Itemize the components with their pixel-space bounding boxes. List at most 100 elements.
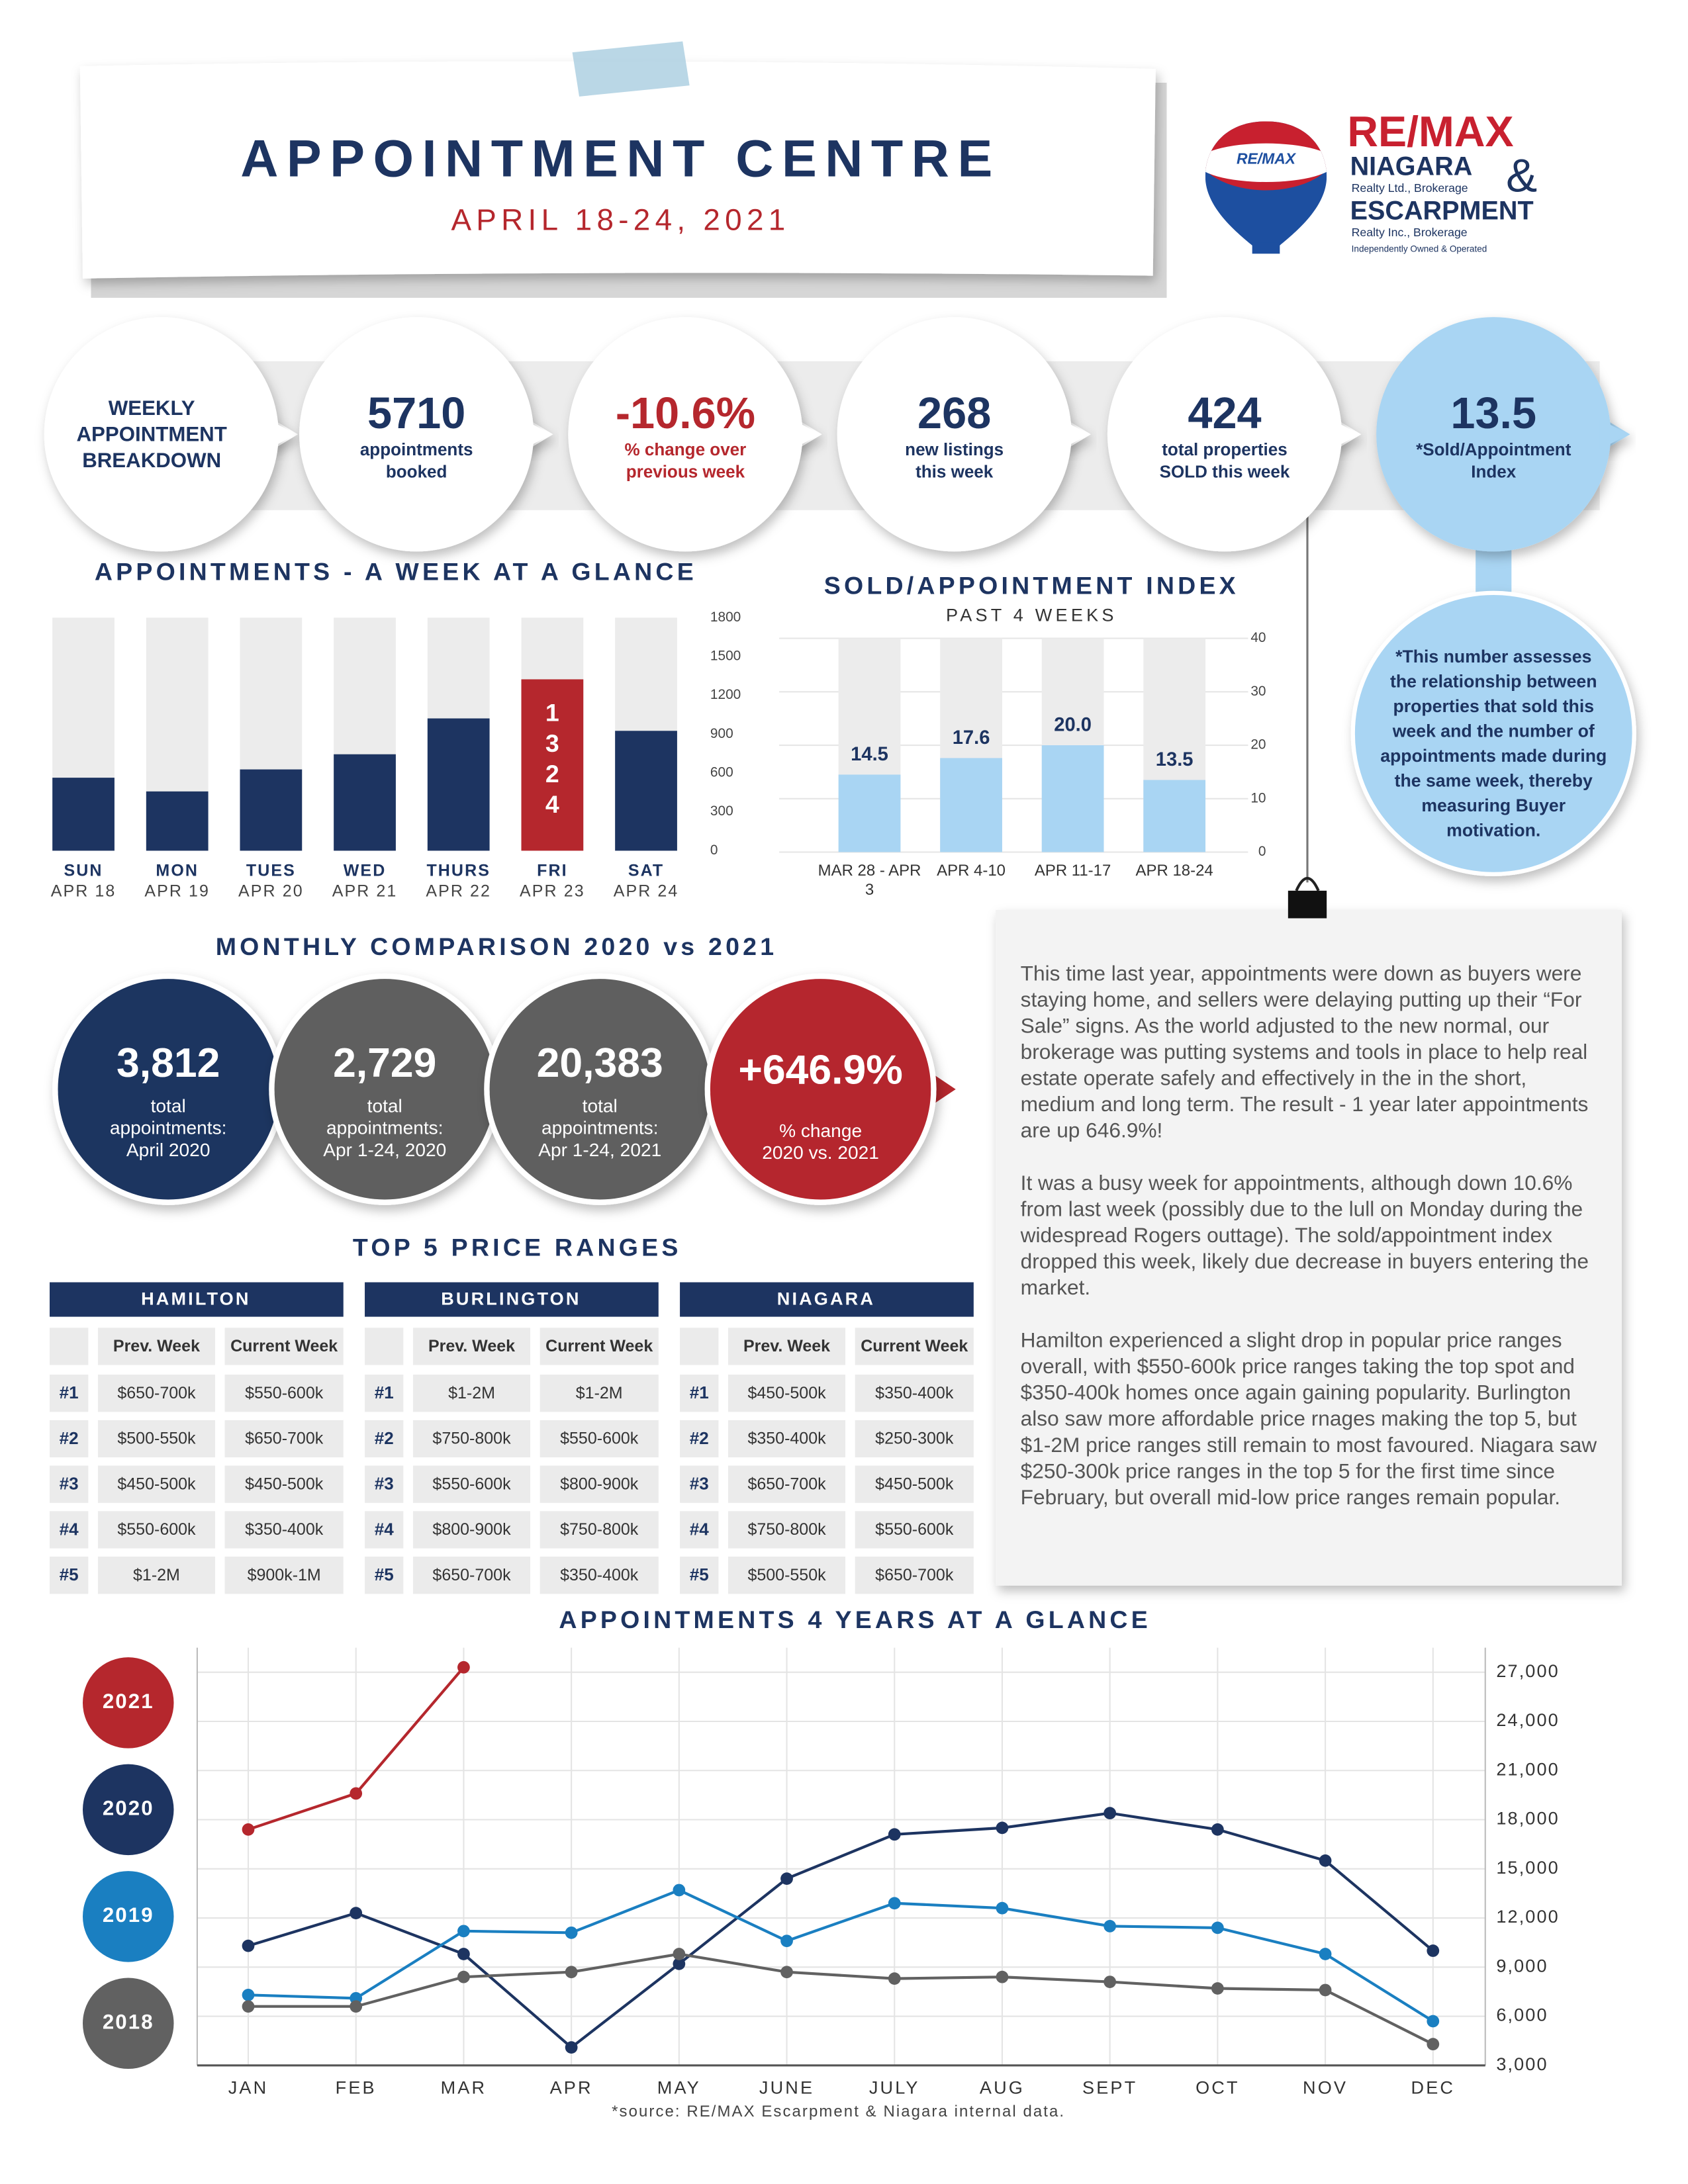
bar — [838, 774, 901, 852]
x-tick-sublabel: APR 20 — [238, 882, 304, 901]
value-label: 17.6 — [953, 727, 990, 749]
rank: #5 — [690, 1565, 709, 1584]
subtitle: APRIL 18-24, 2021 — [451, 203, 790, 237]
stat-label: total properties — [1162, 439, 1287, 459]
monthly-value: 2,729 — [333, 1040, 436, 1086]
legend-label: 2020 — [103, 1797, 154, 1820]
rank: #3 — [690, 1474, 709, 1494]
legend-swatch — [83, 1657, 174, 1749]
x-tick-label: WED — [344, 861, 387, 880]
commentary-paper — [996, 910, 1622, 1586]
point — [457, 1925, 470, 1938]
x-tick-sublabel: APR 22 — [426, 882, 491, 901]
legend-swatch — [83, 1871, 174, 1962]
price-range: $650-700k — [117, 1384, 196, 1402]
rank: #3 — [375, 1474, 394, 1494]
stat-heading: APPOINTMENT — [77, 423, 227, 446]
point — [673, 1957, 686, 1970]
table-cell — [680, 1328, 719, 1365]
logo-line2-sub: Realty Inc., Brokerage — [1352, 226, 1468, 239]
table-cell — [97, 1557, 215, 1594]
stat-label: appointments — [360, 439, 473, 459]
table-cell — [365, 1328, 404, 1365]
price-range: $550-600k — [432, 1475, 511, 1493]
point — [457, 1948, 470, 1960]
x-tick-label: FEB — [336, 2077, 377, 2097]
y-tick-label: 15,000 — [1496, 1857, 1559, 1878]
x-tick-label: JULY — [869, 2077, 920, 2097]
y-tick-label: 20 — [1250, 737, 1266, 752]
price-range: $450-500k — [245, 1475, 324, 1493]
stat-label: Index — [1471, 461, 1517, 481]
point — [673, 1948, 686, 1960]
x-tick-sublabel: APR 23 — [520, 882, 585, 901]
note-line: appointments made during — [1380, 746, 1607, 766]
bar — [52, 778, 115, 851]
binder-clip — [1288, 877, 1327, 919]
rank: #2 — [60, 1428, 79, 1448]
price-range: $550-600k — [245, 1384, 324, 1402]
monthly-label: total — [151, 1095, 186, 1116]
table-cell — [728, 1511, 846, 1549]
stat-circle — [1376, 317, 1611, 552]
stat-pointer — [522, 419, 552, 450]
table-cell — [855, 1511, 974, 1549]
table-cell — [97, 1328, 215, 1365]
bar — [521, 679, 584, 851]
price-range: $450-500k — [875, 1475, 954, 1493]
y-tick-label: 3,000 — [1496, 2054, 1548, 2074]
point — [242, 1823, 255, 1836]
table-name: BURLINGTON — [441, 1289, 581, 1309]
balloon-basket — [1252, 242, 1280, 254]
price-range: $900k-1M — [248, 1566, 321, 1584]
x-tick-label: JUNE — [759, 2077, 814, 2097]
stat-pointer — [1599, 419, 1629, 450]
table-cell — [365, 1557, 404, 1594]
note-line: properties that sold this — [1393, 696, 1594, 716]
column-header: Prev. Week — [743, 1337, 830, 1355]
paragraph: It was a busy week for appointments, alt… — [1020, 1171, 1589, 1300]
point — [1103, 1920, 1117, 1933]
point — [350, 1787, 363, 1800]
x-tick-label: SAT — [628, 861, 664, 880]
price-range: $550-600k — [117, 1520, 196, 1539]
x-tick-label: TUES — [246, 861, 296, 880]
monthly-label: total — [583, 1095, 618, 1116]
price-range: $1-2M — [133, 1566, 180, 1584]
point — [996, 1970, 1009, 1983]
point — [1319, 1854, 1332, 1867]
table-name: NIAGARA — [777, 1289, 875, 1309]
monthly-circle — [52, 973, 285, 1205]
bar — [615, 731, 677, 851]
x-tick-label: MON — [156, 861, 199, 880]
stat-circle — [568, 317, 803, 552]
monthly-circle — [484, 973, 716, 1205]
price-range: $1-2M — [576, 1384, 623, 1402]
stat-heading: BREAKDOWN — [82, 449, 221, 472]
monthly-label: % change — [779, 1120, 862, 1141]
tape — [572, 41, 690, 97]
table-cell — [412, 1557, 531, 1594]
table-cell — [365, 1375, 404, 1412]
column-header: Prev. Week — [113, 1337, 200, 1355]
x-tick-label: MAR — [441, 2077, 487, 2097]
monthly-value: 3,812 — [117, 1040, 220, 1086]
x-tick-label: APR 18-24 — [1135, 863, 1213, 880]
point — [457, 1970, 470, 1983]
stat-value: 268 — [917, 389, 991, 438]
point — [565, 1966, 578, 1979]
stat-label: *Sold/Appointment — [1416, 439, 1571, 459]
table-cell — [855, 1375, 974, 1412]
y-tick-label: 21,000 — [1496, 1758, 1559, 1779]
point — [1427, 1944, 1440, 1957]
x-tick-sublabel: APR 19 — [144, 882, 210, 901]
point — [996, 1901, 1009, 1915]
price-range: $250-300k — [875, 1430, 954, 1448]
point — [1211, 1823, 1224, 1836]
column-header: Current Week — [230, 1337, 338, 1355]
price-range: $750-800k — [560, 1520, 639, 1539]
rank: #4 — [60, 1519, 79, 1539]
y-tick-label: 0 — [1258, 844, 1266, 859]
